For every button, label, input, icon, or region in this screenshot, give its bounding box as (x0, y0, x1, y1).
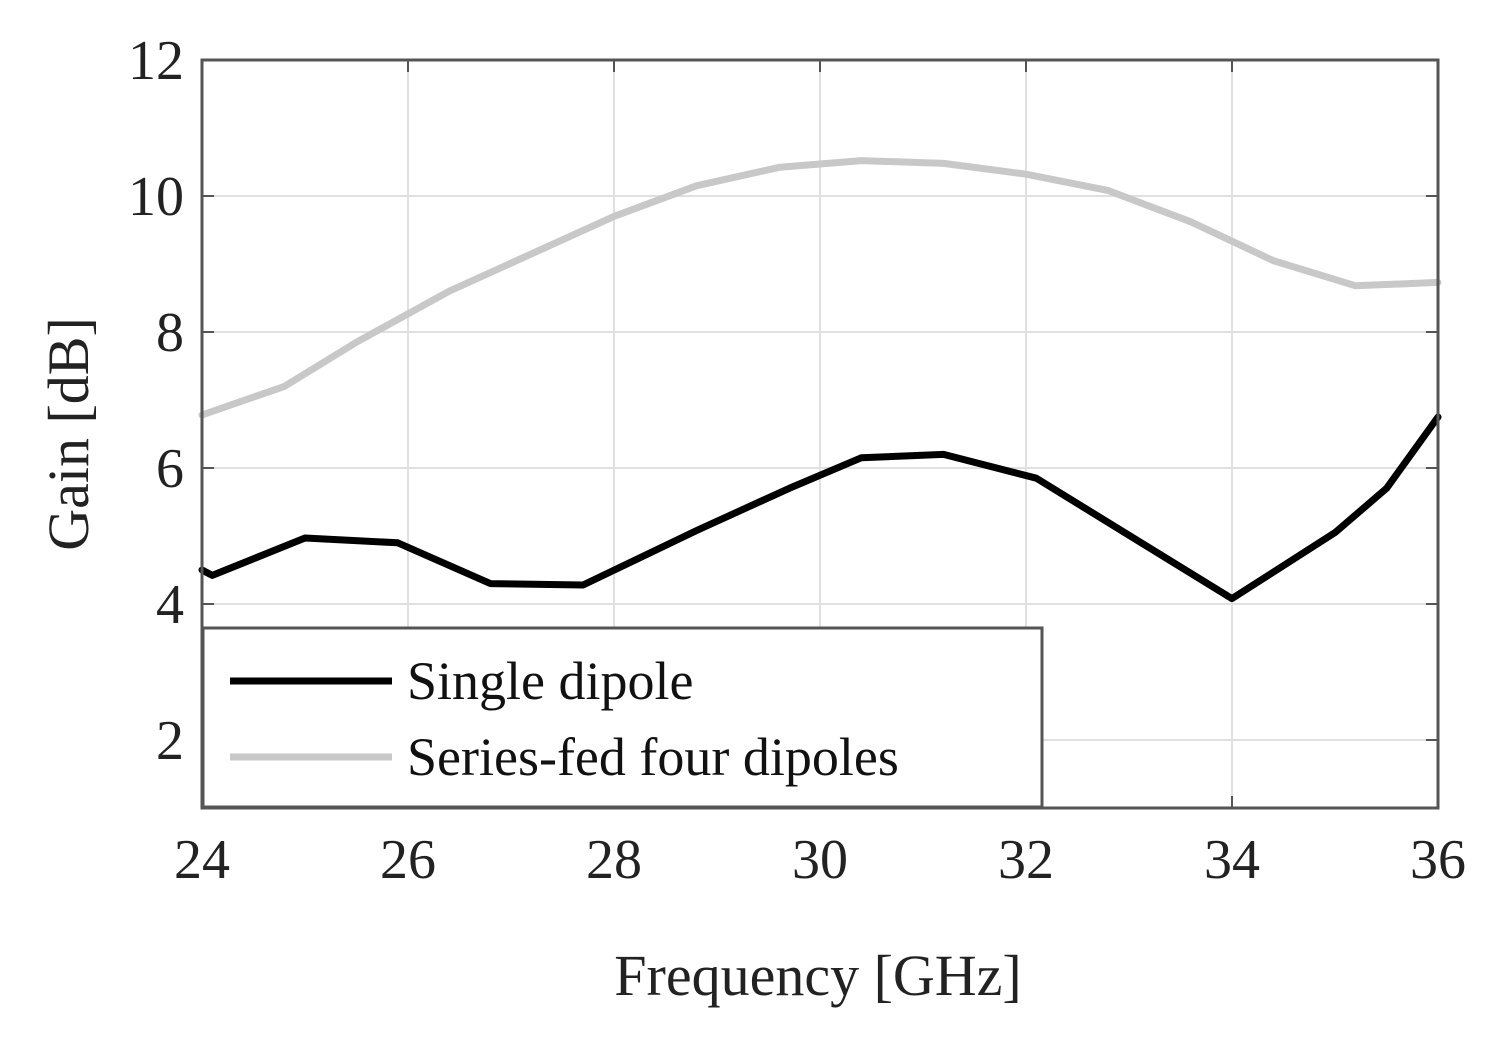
y-tick-label: 10 (128, 166, 184, 228)
x-tick-label: 36 (1410, 829, 1466, 891)
x-axis-title: Frequency [GHz] (614, 943, 1021, 1008)
y-axis-title: Gain [dB] (36, 317, 101, 551)
legend-box (201, 626, 1044, 809)
y-tick-label: 6 (156, 438, 184, 500)
y-tick-label: 8 (156, 302, 184, 364)
legend: Single dipole Series-fed four dipoles (201, 626, 1044, 809)
x-tick-label: 32 (998, 829, 1054, 891)
x-tick-label: 30 (792, 829, 848, 891)
y-tick-label: 2 (156, 710, 184, 772)
y-tick-label: 12 (128, 30, 184, 92)
y-tick-labels: 2 4 6 8 10 12 (128, 30, 184, 772)
legend-entries: Single dipole Series-fed four dipoles (230, 651, 899, 787)
y-tick-label: 4 (156, 574, 184, 636)
legend-label-2: Series-fed four dipoles (407, 727, 899, 787)
x-tick-label: 26 (380, 829, 436, 891)
x-tick-labels: 24 26 28 30 32 34 36 (174, 829, 1466, 891)
series-line-2 (198, 157, 1442, 419)
series-line-1 (198, 413, 1442, 603)
series-layer (198, 157, 1442, 603)
x-tick-label: 28 (586, 829, 642, 891)
x-tick-label: 34 (1204, 829, 1260, 891)
legend-label-1: Single dipole (407, 651, 693, 711)
x-tick-label: 24 (174, 829, 230, 891)
